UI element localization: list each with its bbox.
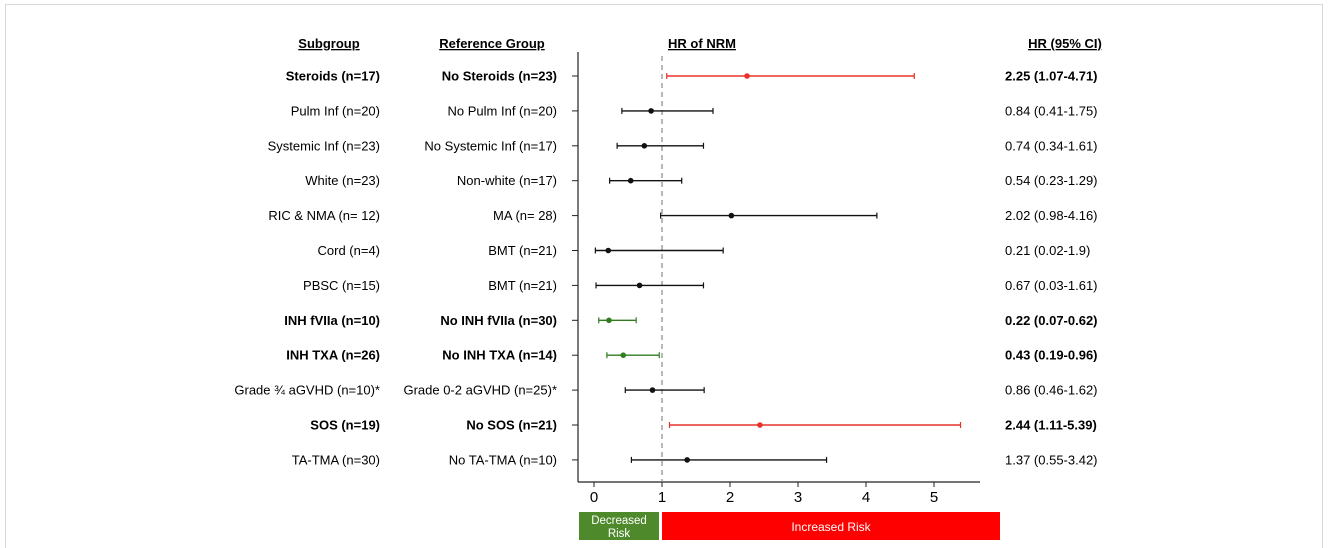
- subgroup-label: Cord (n=4): [318, 243, 381, 258]
- subgroup-label: SOS (n=19): [310, 418, 380, 433]
- decreased-risk-label-line: Risk: [608, 528, 631, 540]
- subgroup-label: RIC & NMA (n= 12): [268, 208, 380, 223]
- figure-frame: [5, 4, 1323, 548]
- hr-point: [606, 317, 612, 324]
- plot-title: HR of NRM: [668, 36, 736, 51]
- x-tick-label: 5: [930, 489, 938, 506]
- hr-point: [744, 73, 750, 79]
- hr-point: [728, 212, 735, 219]
- reference-group-label: Non-white (n=17): [457, 173, 557, 188]
- hr-point: [627, 177, 634, 184]
- hr-point: [636, 282, 643, 289]
- subgroup-label: INH TXA (n=26): [286, 348, 380, 363]
- subgroup-label: Steroids (n=17): [286, 69, 380, 84]
- hr-ci-value: 0.74 (0.34-1.61): [1005, 138, 1098, 153]
- hr-ci-value: 0.21 (0.02-1.9): [1005, 243, 1090, 258]
- reference-group-label: No SOS (n=21): [466, 418, 557, 433]
- subgroup-label: Pulm Inf (n=20): [291, 103, 380, 118]
- reference-group-label: No Pulm Inf (n=20): [448, 103, 557, 118]
- x-tick-label: 1: [658, 489, 666, 506]
- subgroup-header: Subgroup: [298, 36, 359, 51]
- increased-risk-box: [662, 512, 1000, 540]
- hr-point: [757, 422, 763, 428]
- reference-group-label: No INH TXA (n=14): [442, 348, 557, 363]
- hr-point: [605, 247, 612, 254]
- increased-risk-label: Increased Risk: [791, 520, 871, 534]
- hr-ci-value: 1.37 (0.55-3.42): [1005, 452, 1098, 467]
- hr-point: [620, 352, 627, 359]
- decreased-risk-label-line: Decreased: [591, 515, 647, 527]
- subgroup-label: White (n=23): [305, 173, 380, 188]
- hr-point: [684, 457, 690, 463]
- reference-group-label: BMT (n=21): [488, 278, 557, 293]
- hr-ci-value: 0.67 (0.03-1.61): [1005, 278, 1098, 293]
- hr-ci-header: HR (95% CI): [1028, 36, 1102, 51]
- x-tick-label: 4: [862, 489, 870, 506]
- reference-group-label: BMT (n=21): [488, 243, 557, 258]
- subgroup-label: Grade ¾ aGVHD (n=10)*: [234, 383, 380, 398]
- hr-point: [649, 387, 656, 393]
- x-tick-label: 0: [590, 489, 598, 506]
- hr-ci-value: 0.22 (0.07-0.62): [1005, 313, 1098, 328]
- reference-group-label: Grade 0-2 aGVHD (n=25)*: [403, 383, 557, 398]
- x-tick-label: 2: [726, 489, 734, 506]
- hr-ci-value: 2.44 (1.11-5.39): [1005, 418, 1097, 433]
- decreased-risk-box: [579, 512, 659, 540]
- hr-ci-value: 0.84 (0.41-1.75): [1005, 103, 1098, 118]
- subgroup-label: TA-TMA (n=30): [292, 452, 380, 467]
- reference-group-label: MA (n= 28): [493, 208, 557, 223]
- reference-group-header: Reference Group: [439, 36, 545, 51]
- hr-ci-value: 0.54 (0.23-1.29): [1005, 173, 1098, 188]
- hr-ci-value: 0.43 (0.19-0.96): [1005, 348, 1098, 363]
- hr-ci-value: 0.86 (0.46-1.62): [1005, 383, 1098, 398]
- hr-ci-value: 2.25 (1.07-4.71): [1005, 69, 1098, 84]
- x-tick-label: 3: [794, 489, 802, 506]
- hr-point: [648, 108, 654, 114]
- subgroup-label: INH fVIIa (n=10): [284, 313, 380, 328]
- reference-group-label: No INH fVIIa (n=30): [440, 313, 557, 328]
- subgroup-label: Systemic Inf (n=23): [268, 138, 380, 153]
- reference-group-label: No TA-TMA (n=10): [449, 452, 557, 467]
- subgroup-label: PBSC (n=15): [303, 278, 380, 293]
- hr-point: [641, 143, 648, 149]
- reference-group-label: No Steroids (n=23): [442, 69, 557, 84]
- decreased-risk-label: Decreased Risk: [591, 515, 647, 540]
- hr-ci-value: 2.02 (0.98-4.16): [1005, 208, 1098, 223]
- reference-group-label: No Systemic Inf (n=17): [424, 138, 557, 153]
